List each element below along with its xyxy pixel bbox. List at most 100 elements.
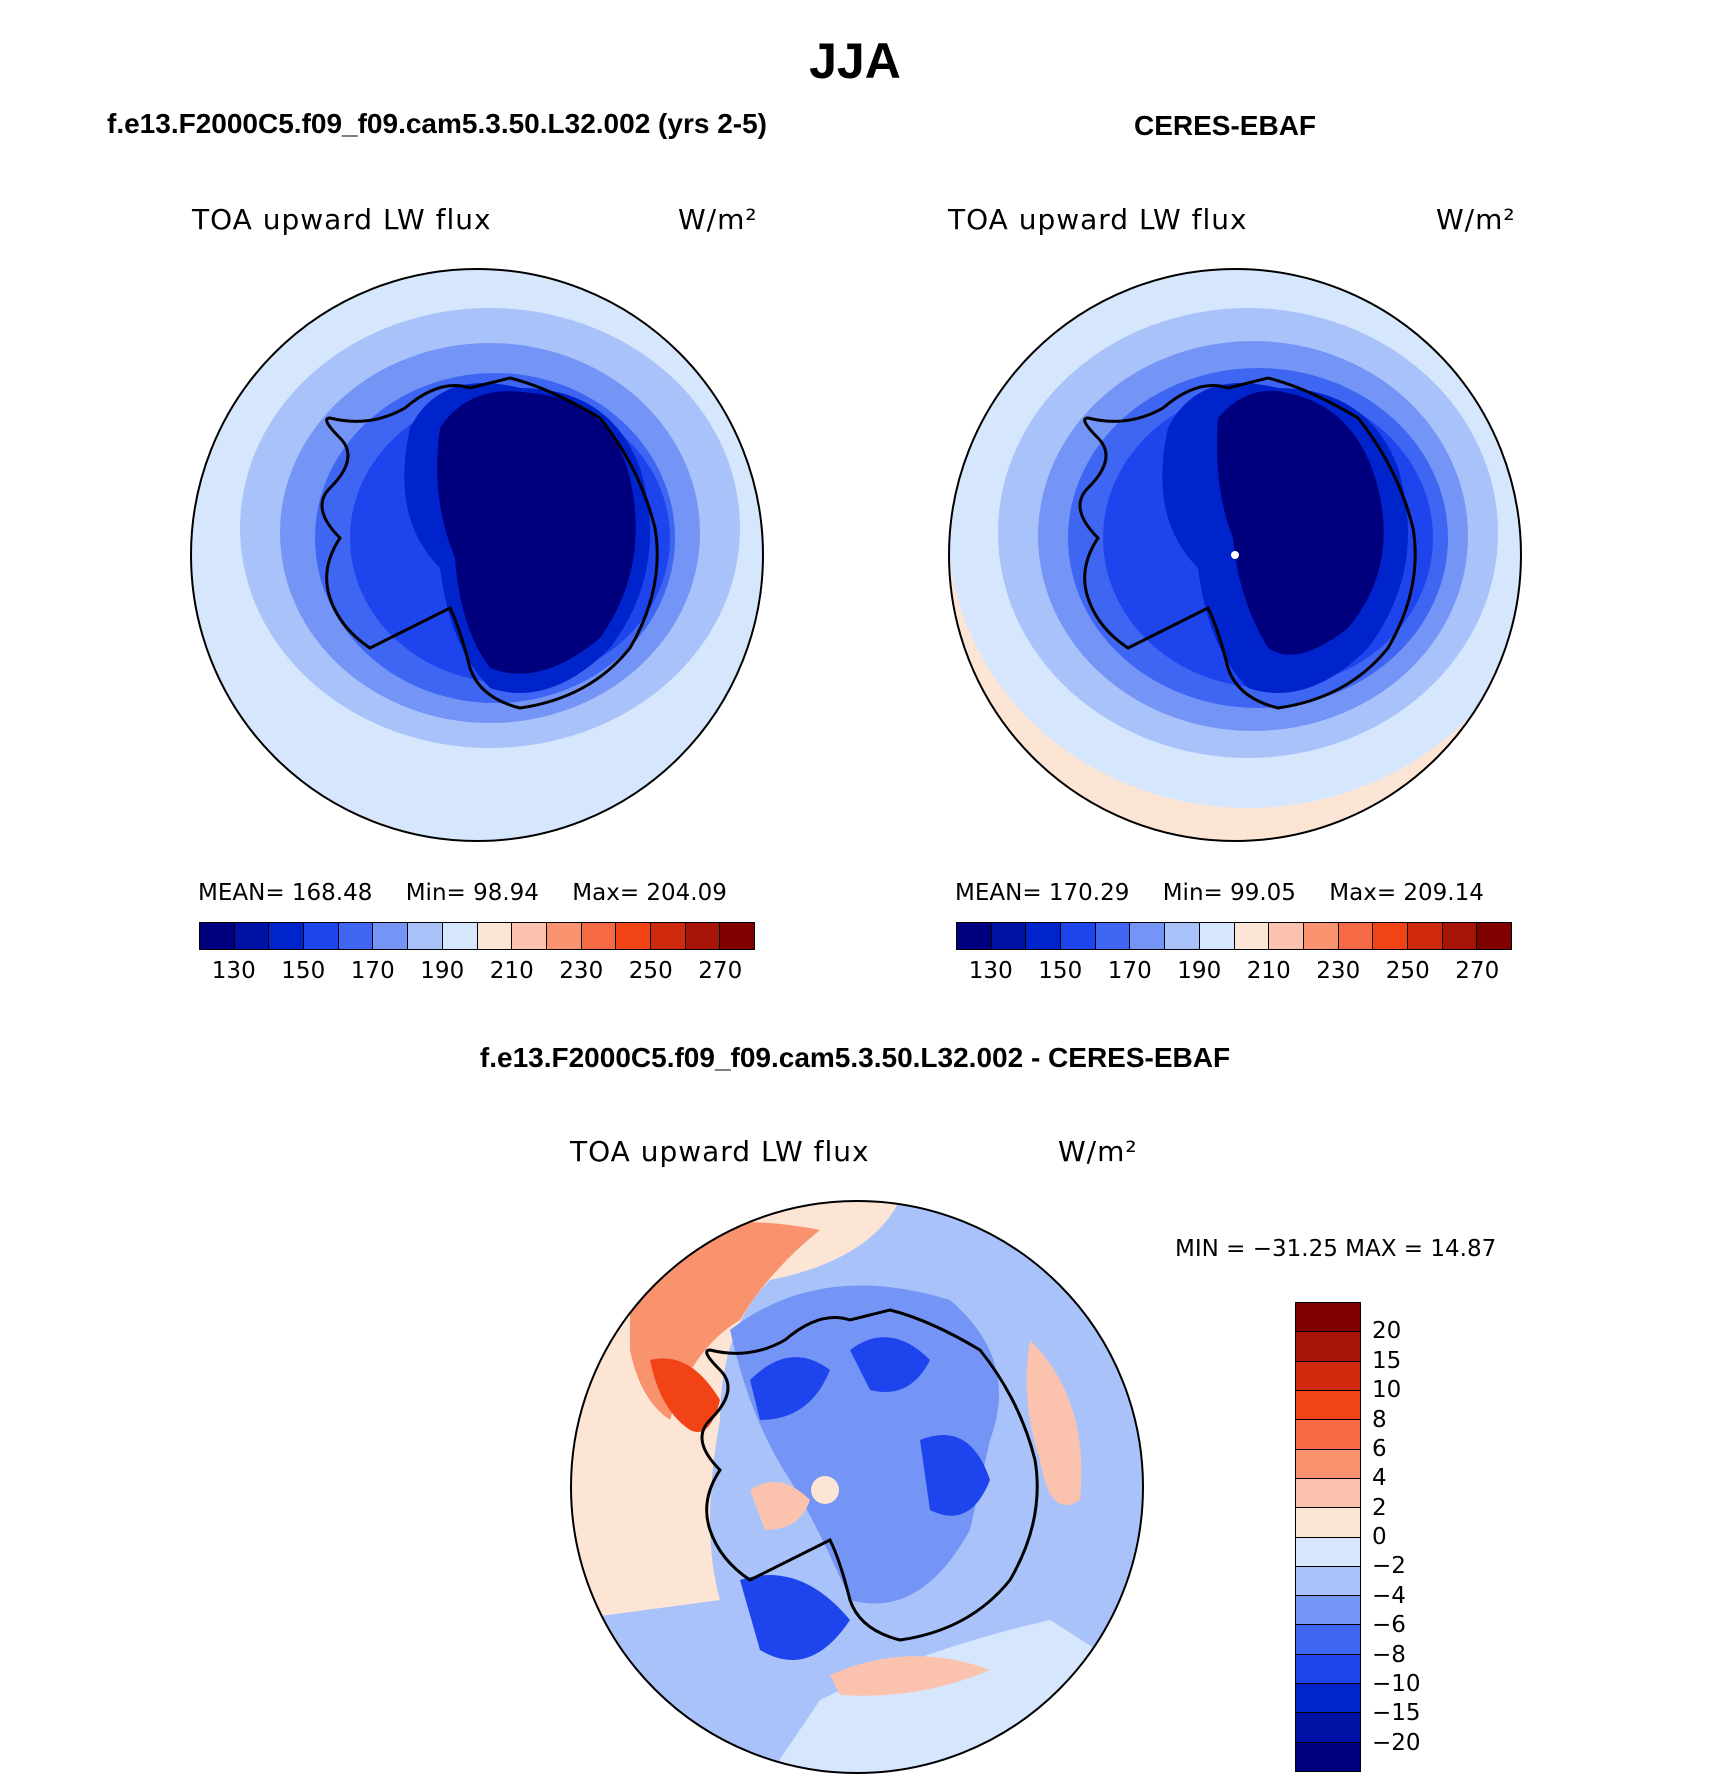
difference-panel-title: f.e13.F2000C5.f09_f09.cam5.3.50.L32.002 … [479, 1042, 1231, 1073]
colorbar-tick-label: 190 [1177, 958, 1222, 984]
colorbar-swatch [1234, 923, 1270, 949]
colorbar-tick-label: 270 [698, 958, 743, 984]
colorbar-swatch [269, 923, 305, 949]
colorbar-swatch [1407, 923, 1443, 949]
colorbar-tick-label: 2 [1372, 1494, 1387, 1521]
colorbar-tick-label: 8 [1372, 1406, 1387, 1433]
obs-stats: MEAN= 170.29 Min= 99.05 Max= 209.14 [955, 880, 1510, 906]
model-stats: MEAN= 168.48 Min= 98.94 Max= 204.09 [198, 880, 753, 906]
colorbar-swatch [1165, 923, 1200, 949]
obs-units-label: W/m² [1436, 203, 1516, 236]
colorbar-swatch [1477, 923, 1511, 949]
difference-colorbar [1295, 1302, 1361, 1772]
colorbar-tick-label: 250 [628, 958, 673, 984]
colorbar-tick-label: 10 [1372, 1377, 1402, 1404]
colorbar-tick-label: 150 [1038, 958, 1083, 984]
difference-colorbar-ticks: 20 15 10 8 6 4 2 0 −2 −4 −6 −8 −10 −15 −20 [1372, 1302, 1452, 1772]
colorbar-tick-label: −10 [1372, 1670, 1421, 1697]
colorbar-swatch [1296, 1537, 1360, 1567]
obs-min: Min= 99.05 [1162, 880, 1296, 906]
colorbar-swatch [1296, 1303, 1360, 1333]
colorbar-swatch [1296, 1361, 1360, 1391]
colorbar-tick-label: 230 [1316, 958, 1361, 984]
colorbar-swatch [546, 923, 582, 949]
colorbar-swatch [1061, 923, 1096, 949]
colorbar-swatch [1130, 923, 1166, 949]
colorbar-tick-label: 250 [1385, 958, 1430, 984]
obs-panel-title: CERES-EBAF [1134, 110, 1317, 141]
colorbar-swatch [1296, 1684, 1360, 1714]
obs-colorbar-ticks: 130 150 170 190 210 230 250 270 [956, 958, 1512, 988]
colorbar-swatch [408, 923, 443, 949]
colorbar-swatch [1296, 1654, 1360, 1685]
colorbar-swatch [685, 923, 721, 949]
colorbar-tick-label: 230 [559, 958, 604, 984]
colorbar-swatch [338, 923, 374, 949]
obs-variable-label: TOA upward LW flux [948, 203, 1248, 236]
colorbar-swatch [1442, 923, 1478, 949]
colorbar-swatch [1199, 923, 1235, 949]
colorbar-tick-label: 270 [1455, 958, 1500, 984]
colorbar-tick-label: 130 [968, 958, 1013, 984]
figure-title: JJA [809, 33, 901, 89]
difference-variable-label: TOA upward LW flux [570, 1135, 870, 1168]
colorbar-swatch [477, 923, 513, 949]
colorbar-tick-label: 20 [1372, 1318, 1402, 1345]
colorbar-swatch [512, 923, 547, 949]
colorbar-tick-label: −20 [1372, 1729, 1421, 1756]
colorbar-swatch [1296, 1332, 1360, 1362]
colorbar-swatch [991, 923, 1027, 949]
colorbar-swatch [1296, 1566, 1360, 1597]
colorbar-swatch [616, 923, 651, 949]
colorbar-swatch [1373, 923, 1408, 949]
colorbar-swatch [1026, 923, 1062, 949]
difference-minmax: MIN = −31.25 MAX = 14.87 [1175, 1236, 1497, 1262]
difference-units-label: W/m² [1058, 1135, 1138, 1168]
obs-colorbar [956, 922, 1512, 950]
colorbar-swatch [581, 923, 617, 949]
colorbar-swatch [1296, 1420, 1360, 1450]
obs-mean: MEAN= 170.29 [955, 880, 1130, 906]
colorbar-swatch [1269, 923, 1304, 949]
colorbar-tick-label: 130 [211, 958, 256, 984]
model-colorbar-ticks: 130 150 170 190 210 230 250 270 [199, 958, 755, 988]
colorbar-swatch [1296, 1508, 1360, 1538]
colorbar-tick-label: 150 [281, 958, 326, 984]
model-min: Min= 98.94 [405, 880, 539, 906]
colorbar-swatch [1303, 923, 1339, 949]
colorbar-swatch [720, 923, 754, 949]
obs-max: Max= 209.14 [1329, 880, 1484, 906]
colorbar-swatch [200, 923, 235, 949]
colorbar-swatch [304, 923, 339, 949]
colorbar-tick-label: 170 [350, 958, 395, 984]
colorbar-tick-label: 170 [1107, 958, 1152, 984]
colorbar-swatch [1095, 923, 1131, 949]
colorbar-swatch [1296, 1449, 1360, 1479]
colorbar-swatch [1296, 1625, 1360, 1655]
colorbar-tick-label: 0 [1372, 1524, 1387, 1550]
model-mean: MEAN= 168.48 [198, 880, 373, 906]
colorbar-tick-label: 4 [1372, 1465, 1387, 1492]
model-colorbar [199, 922, 755, 950]
colorbar-tick-label: 15 [1372, 1347, 1402, 1374]
colorbar-swatch [1296, 1596, 1360, 1626]
colorbar-tick-label: 210 [489, 958, 534, 984]
colorbar-swatch [1296, 1478, 1360, 1509]
colorbar-swatch [1296, 1390, 1360, 1421]
obs-polar-map [948, 268, 1522, 842]
colorbar-swatch [1296, 1713, 1360, 1743]
colorbar-tick-label: 6 [1372, 1435, 1387, 1462]
model-units-label: W/m² [678, 203, 758, 236]
colorbar-tick-label: −15 [1372, 1700, 1421, 1727]
difference-polar-map [570, 1200, 1144, 1774]
colorbar-swatch [442, 923, 478, 949]
colorbar-tick-label: −6 [1372, 1612, 1406, 1639]
model-variable-label: TOA upward LW flux [192, 203, 492, 236]
colorbar-swatch [234, 923, 270, 949]
colorbar-tick-label: 190 [420, 958, 465, 984]
colorbar-swatch [957, 923, 992, 949]
colorbar-swatch [1296, 1742, 1360, 1771]
model-panel-title: f.e13.F2000C5.f09_f09.cam5.3.50.L32.002 … [107, 108, 767, 139]
colorbar-swatch [650, 923, 686, 949]
colorbar-tick-label: −8 [1372, 1641, 1406, 1668]
